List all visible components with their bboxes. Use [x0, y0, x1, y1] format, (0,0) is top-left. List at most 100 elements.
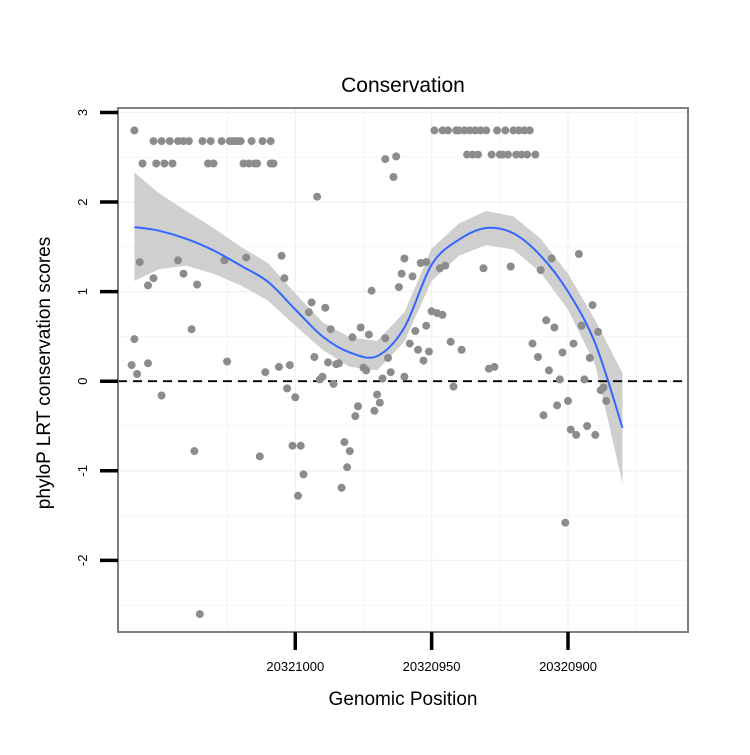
data-point	[269, 159, 278, 168]
data-point	[594, 327, 602, 336]
data-point	[149, 137, 158, 146]
data-point	[280, 274, 289, 283]
data-point	[585, 353, 594, 362]
data-point	[534, 353, 542, 361]
data-point	[345, 447, 354, 456]
grid-lines	[118, 108, 688, 632]
data-point	[386, 368, 395, 377]
data-point	[351, 412, 360, 421]
data-point	[375, 398, 384, 407]
data-point	[400, 372, 409, 381]
data-point	[165, 137, 174, 146]
data-point	[324, 358, 332, 367]
data-point	[190, 447, 199, 456]
data-point	[138, 159, 147, 168]
y-tick-label: 2	[75, 198, 90, 205]
data-point	[572, 430, 581, 439]
data-point	[307, 298, 316, 307]
data-point	[476, 126, 485, 135]
data-point	[329, 379, 338, 388]
data-point	[577, 321, 586, 330]
x-axis: 20321000 20320950 20320900	[266, 632, 597, 674]
data-point	[337, 483, 346, 492]
data-point	[397, 269, 406, 278]
data-point	[217, 137, 226, 146]
y-tick-label: 0	[75, 378, 90, 385]
data-point	[326, 325, 335, 334]
data-point	[152, 159, 161, 168]
smooth-line-group	[134, 226, 624, 429]
data-point	[536, 266, 545, 275]
data-point	[542, 316, 551, 325]
data-point	[544, 366, 553, 375]
data-point	[195, 610, 204, 619]
data-point	[204, 159, 212, 168]
data-point	[157, 391, 166, 400]
data-point	[354, 402, 362, 411]
data-point	[242, 253, 251, 262]
data-point	[255, 452, 264, 461]
data-point	[299, 470, 308, 479]
data-point	[564, 396, 572, 405]
data-point	[498, 150, 507, 159]
y-tick-label: -2	[75, 555, 90, 567]
data-point	[591, 430, 600, 439]
data-point	[381, 334, 390, 343]
data-point	[253, 159, 262, 168]
data-point	[408, 272, 417, 281]
data-point	[588, 301, 597, 310]
data-point	[318, 372, 327, 381]
data-point	[364, 330, 373, 339]
data-point	[422, 258, 431, 267]
x-tick-label: 20321000	[266, 659, 324, 674]
data-point	[285, 361, 294, 370]
confidence-ribbon-group	[134, 172, 623, 484]
data-point	[414, 345, 422, 354]
data-point	[405, 339, 414, 348]
x-axis-title: Genomic Position	[329, 689, 478, 710]
data-point	[362, 366, 371, 375]
data-point	[378, 374, 387, 383]
data-point	[531, 150, 540, 159]
data-point	[384, 353, 392, 362]
chart-title: Conservation	[341, 74, 465, 97]
data-point	[553, 401, 562, 410]
data-point	[479, 264, 488, 273]
data-point	[392, 152, 401, 161]
data-point	[528, 339, 537, 348]
data-point	[381, 155, 390, 164]
data-point	[583, 422, 592, 430]
data-point	[367, 286, 376, 295]
data-point	[419, 356, 428, 365]
data-point	[294, 491, 302, 500]
data-point	[580, 375, 589, 384]
y-axis-title: phyloP LRT conservation scores	[34, 237, 55, 510]
data-point	[525, 126, 534, 135]
data-point	[144, 359, 152, 368]
data-point	[296, 441, 305, 450]
data-point	[274, 362, 283, 371]
data-point	[411, 327, 420, 335]
data-point	[569, 339, 578, 348]
data-point	[444, 126, 452, 135]
data-point	[449, 382, 458, 391]
data-point	[474, 150, 482, 159]
data-point	[291, 393, 300, 402]
data-point	[602, 396, 611, 405]
data-point	[334, 359, 343, 368]
data-point	[321, 303, 330, 312]
data-point	[174, 137, 182, 146]
data-point	[130, 335, 139, 344]
x-tick-label: 20320900	[539, 659, 597, 674]
data-point	[184, 137, 193, 146]
data-point	[422, 321, 431, 330]
data-point	[206, 137, 215, 146]
smooth-line	[134, 226, 624, 429]
data-point	[258, 137, 267, 146]
data-point	[187, 325, 196, 334]
data-point	[149, 274, 158, 283]
y-tick-label: 3	[75, 109, 90, 116]
data-point	[373, 390, 382, 399]
data-point	[244, 159, 253, 168]
y-axis: -2 -1 0 1 2 3	[75, 109, 118, 566]
